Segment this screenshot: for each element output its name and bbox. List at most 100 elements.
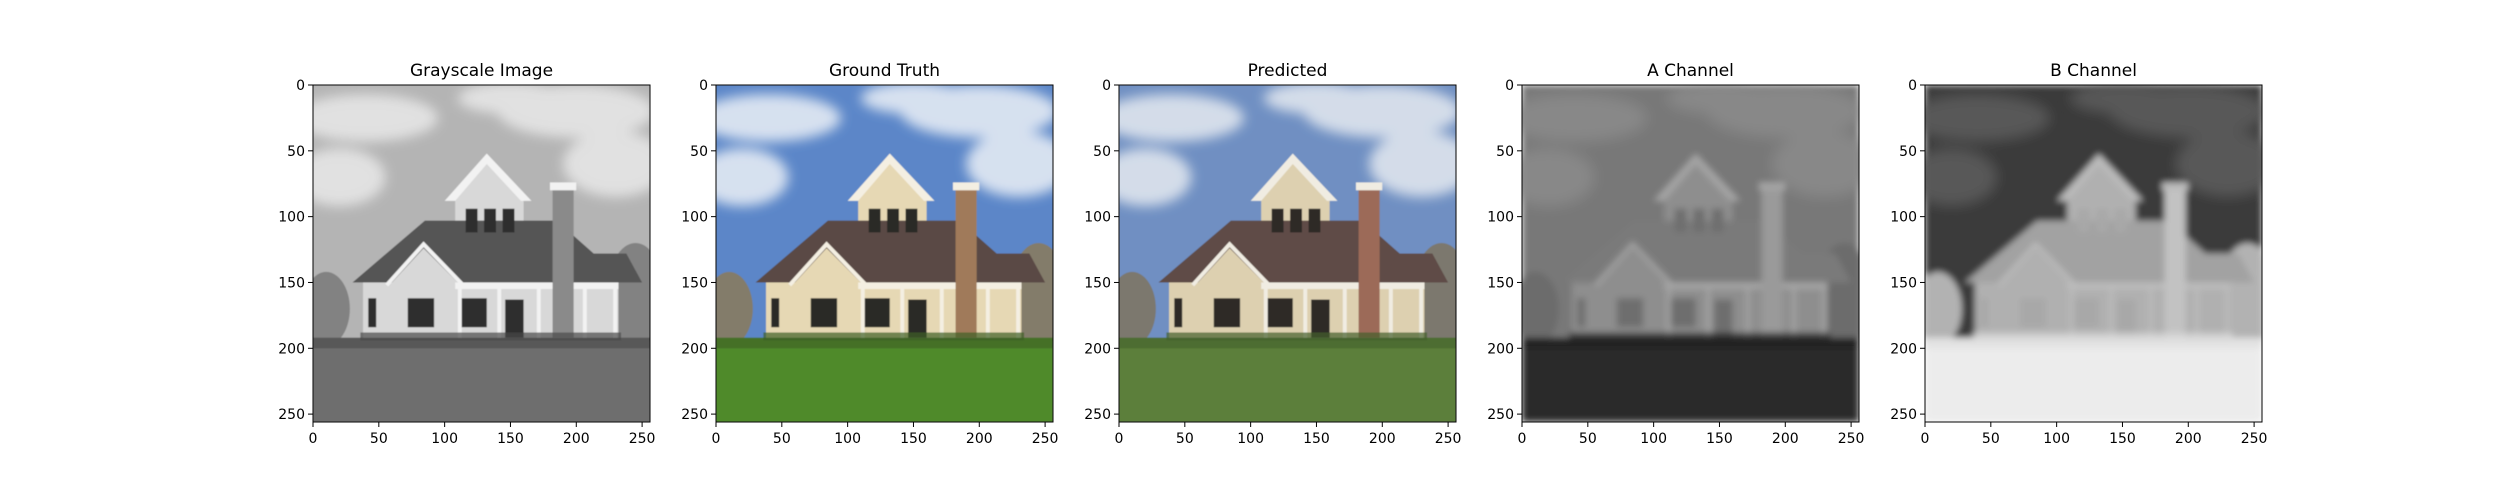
x-tick-label: 250 [1435,431,1462,447]
y-tick-label: 150 [1084,275,1111,291]
axes-frame [312,84,651,423]
clouds [716,85,1053,207]
lawn-shadow [313,337,650,349]
house [755,153,1046,341]
y-tick-label: 100 [278,210,305,226]
image-bchannel [1925,85,2262,422]
y-tick-label: 200 [681,341,708,357]
shrubs [1972,332,2234,341]
y-tick-label: 250 [1487,407,1514,423]
x-tick-label: 0 [1518,431,1527,447]
x-tick-label: 150 [900,431,927,447]
x-tick-label: 200 [2175,431,2202,447]
x-tick-label: 100 [431,431,458,447]
y-tick-label: 50 [1496,144,1514,160]
x-tick-label: 200 [1772,431,1799,447]
x-tick-label: 50 [370,431,388,447]
house [352,153,643,341]
y-tick-label: 0 [1102,78,1111,94]
chimney [1358,187,1380,338]
y-tick-label: 100 [1084,210,1111,226]
x-tick-label: 150 [497,431,524,447]
y-tick-label: 150 [278,275,305,291]
x-tick-label: 250 [629,431,656,447]
lawn-shadow [1925,337,2262,349]
y-tick-label: 50 [690,144,708,160]
y-tick-label: 200 [1084,341,1111,357]
y-tick-label: 0 [699,78,708,94]
y-tick-label: 200 [1487,341,1514,357]
x-tick-label: 200 [563,431,590,447]
y-tick-label: 100 [1890,210,1917,226]
image-color [716,85,1053,422]
x-tick-label: 50 [1579,431,1597,447]
x-tick-label: 0 [1921,431,1930,447]
y-tick-label: 250 [1084,407,1111,423]
x-tick-label: 50 [1176,431,1194,447]
lawn [1925,337,2262,422]
axes-frame [715,84,1054,423]
y-tick-label: 250 [1890,407,1917,423]
image-achannel [1522,85,1859,422]
axes-frame [1924,84,2263,423]
house [1964,153,2255,341]
clouds [1119,85,1456,207]
x-tick-label: 0 [1115,431,1124,447]
x-tick-label: 100 [2043,431,2070,447]
x-tick-label: 100 [834,431,861,447]
x-tick-label: 0 [309,431,318,447]
x-tick-label: 200 [1369,431,1396,447]
shrubs [763,332,1025,341]
y-tick-label: 150 [1487,275,1514,291]
lawn [313,337,650,422]
clouds [1925,85,2262,207]
clouds [313,85,650,207]
x-tick-label: 100 [1237,431,1264,447]
x-tick-label: 50 [773,431,791,447]
house [1561,153,1852,341]
panel-title: Grayscale Image [410,61,553,81]
y-tick-label: 250 [278,407,305,423]
front-door [1714,299,1733,338]
panel-title: B Channel [2050,61,2137,81]
chimney [955,187,977,338]
chimney [2164,187,2186,338]
front-door [908,299,927,338]
axes-frame [1118,84,1457,423]
axes-frame [1521,84,1860,423]
shrubs [360,332,622,341]
house [1158,153,1449,341]
lawn [716,337,1053,422]
chimney [1761,187,1783,338]
x-tick-label: 50 [1982,431,2000,447]
y-tick-label: 100 [1487,210,1514,226]
y-tick-label: 50 [287,144,305,160]
front-door [2117,299,2136,338]
front-door [505,299,524,338]
front-door [1311,299,1330,338]
x-tick-label: 150 [2109,431,2136,447]
shrubs [1166,332,1428,341]
image-gray [313,85,650,422]
lawn-shadow [716,337,1053,349]
lawn-shadow [1119,337,1456,349]
y-tick-label: 50 [1899,144,1917,160]
x-tick-label: 0 [712,431,721,447]
x-tick-label: 250 [1838,431,1865,447]
y-tick-label: 200 [1890,341,1917,357]
shrubs [1569,332,1831,341]
y-tick-label: 200 [278,341,305,357]
clouds [1522,85,1859,207]
panel-title: Ground Truth [829,61,940,81]
image-predicted [1119,85,1456,422]
lawn-shadow [1522,337,1859,349]
x-tick-label: 250 [2241,431,2268,447]
panel-title: A Channel [1647,61,1734,81]
x-tick-label: 150 [1706,431,1733,447]
y-tick-label: 100 [681,210,708,226]
